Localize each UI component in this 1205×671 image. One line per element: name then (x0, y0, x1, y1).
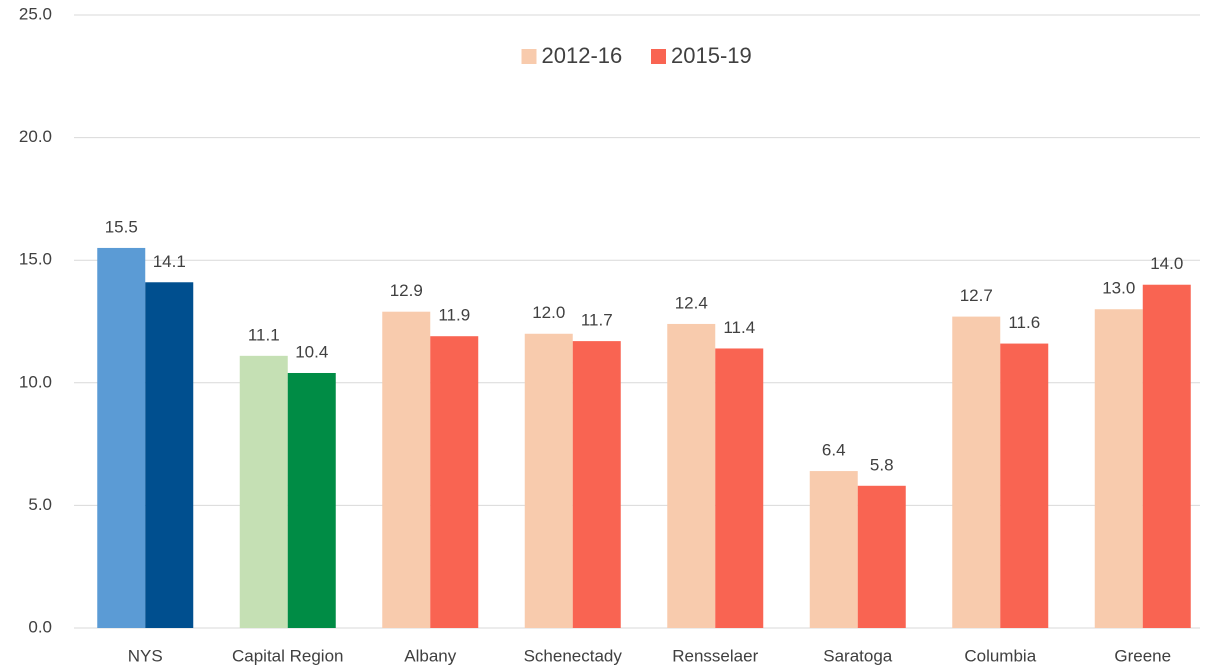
x-tick-label: Capital Region (232, 646, 344, 665)
x-tick-label: Albany (404, 646, 456, 665)
legend-label: 2012-16 (542, 43, 623, 68)
y-tick-label: 10.0 (19, 372, 52, 391)
data-label: 11.7 (581, 311, 613, 330)
data-label: 12.7 (960, 286, 993, 305)
bar (1000, 343, 1049, 628)
bar (524, 333, 573, 628)
x-tick-label: Rensselaer (672, 646, 758, 665)
data-label: 11.1 (248, 325, 280, 344)
bar (572, 341, 621, 628)
bar (287, 372, 336, 628)
bar (952, 316, 1001, 628)
data-label: 6.4 (822, 441, 846, 460)
y-tick-label: 25.0 (19, 4, 52, 23)
bar (382, 311, 431, 628)
bar (667, 323, 716, 628)
data-label: 12.9 (390, 281, 423, 300)
bar (1142, 284, 1191, 628)
bar (715, 348, 764, 628)
x-tick-label: NYS (128, 646, 163, 665)
legend-swatch (521, 49, 537, 64)
data-label: 11.9 (438, 306, 470, 325)
bar (857, 485, 906, 628)
x-tick-label: Greene (1114, 646, 1171, 665)
x-tick-label: Columbia (964, 646, 1036, 665)
bar (1094, 309, 1143, 628)
bar (239, 355, 288, 628)
y-tick-label: 15.0 (19, 250, 52, 269)
data-label: 14.1 (153, 252, 186, 271)
data-label: 10.4 (295, 342, 328, 361)
data-label: 12.0 (532, 303, 565, 322)
data-label: 5.8 (870, 455, 894, 474)
bar (809, 471, 858, 628)
data-label: 15.5 (105, 217, 138, 236)
data-label: 12.4 (675, 293, 708, 312)
y-tick-label: 5.0 (28, 495, 52, 514)
bar (97, 247, 146, 628)
x-tick-label: Schenectady (524, 646, 623, 665)
bar (430, 336, 479, 628)
y-tick-label: 0.0 (28, 617, 52, 636)
data-label: 13.0 (1102, 279, 1135, 298)
data-label: 14.0 (1150, 254, 1183, 273)
legend-swatch (651, 49, 666, 64)
y-tick-label: 20.0 (19, 127, 52, 146)
x-tick-label: Saratoga (823, 646, 893, 665)
data-label: 11.4 (723, 318, 755, 337)
bar (145, 282, 194, 628)
data-label: 11.6 (1008, 313, 1040, 332)
legend-label: 2015-19 (671, 43, 752, 68)
